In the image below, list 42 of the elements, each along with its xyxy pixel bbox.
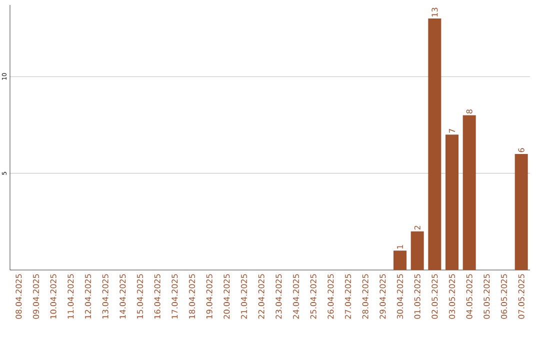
x-tick-label: 12.04.2025 <box>84 274 92 318</box>
x-tick-label: 09.04.2025 <box>32 274 40 319</box>
x-tick-label: 14.04.2025 <box>120 274 126 318</box>
x-tick-label: 05.05.2025 <box>484 274 490 319</box>
x-tick-label: 30.04.2025 <box>396 274 404 319</box>
x-tick-label: 02.05.2025 <box>432 274 438 319</box>
data-label: 1 <box>397 245 403 249</box>
x-tick-label: 18.04.2025 <box>188 274 196 318</box>
x-tick-label: 21.04.2025 <box>240 274 248 319</box>
x-tick-label: 11.04.2025 <box>68 274 74 318</box>
x-tick-label: 25.04.2025 <box>310 274 316 319</box>
bar <box>462 115 476 270</box>
data-label: 7 <box>449 128 455 133</box>
x-tick-label: 20.04.2025 <box>224 274 230 319</box>
bar <box>428 18 442 270</box>
x-tick-label: 01.05.2025 <box>414 274 420 319</box>
x-tick-label: 06.05.2025 <box>500 274 508 319</box>
x-tick-label: 23.04.2025 <box>276 274 282 319</box>
x-tick-label: 15.04.2025 <box>136 274 144 318</box>
x-tick-label: 29.04.2025 <box>380 274 386 319</box>
x-tick-label: 08.04.2025 <box>16 274 22 319</box>
x-tick-label: 22.04.2025 <box>258 274 264 319</box>
x-tick-label: 03.05.2025 <box>448 274 456 319</box>
x-tick-label: 26.04.2025 <box>328 274 334 319</box>
bar <box>446 134 459 270</box>
bar <box>394 250 407 270</box>
data-label: 2 <box>414 226 420 230</box>
data-label: 13 <box>432 8 438 16</box>
x-tick-label: 17.04.2025 <box>172 274 178 318</box>
x-tick-label: 16.04.2025 <box>154 274 160 318</box>
data-label: 8 <box>466 110 472 114</box>
x-tick-label: 24.04.2025 <box>292 274 300 319</box>
x-tick-label: 10.04.2025 <box>50 274 56 318</box>
data-label: 6 <box>518 148 524 152</box>
x-tick-label: 28.04.2025 <box>362 274 368 319</box>
x-tick-label: 07.05.2025 <box>518 274 524 319</box>
x-tick-label: 27.04.2025 <box>344 274 352 319</box>
bar <box>410 231 424 270</box>
x-tick-label: 19.04.2025 <box>206 274 212 318</box>
x-tick-label: 04.05.2025 <box>466 274 472 319</box>
x-tick-label: 13.04.2025 <box>102 274 108 318</box>
bar <box>514 154 528 270</box>
